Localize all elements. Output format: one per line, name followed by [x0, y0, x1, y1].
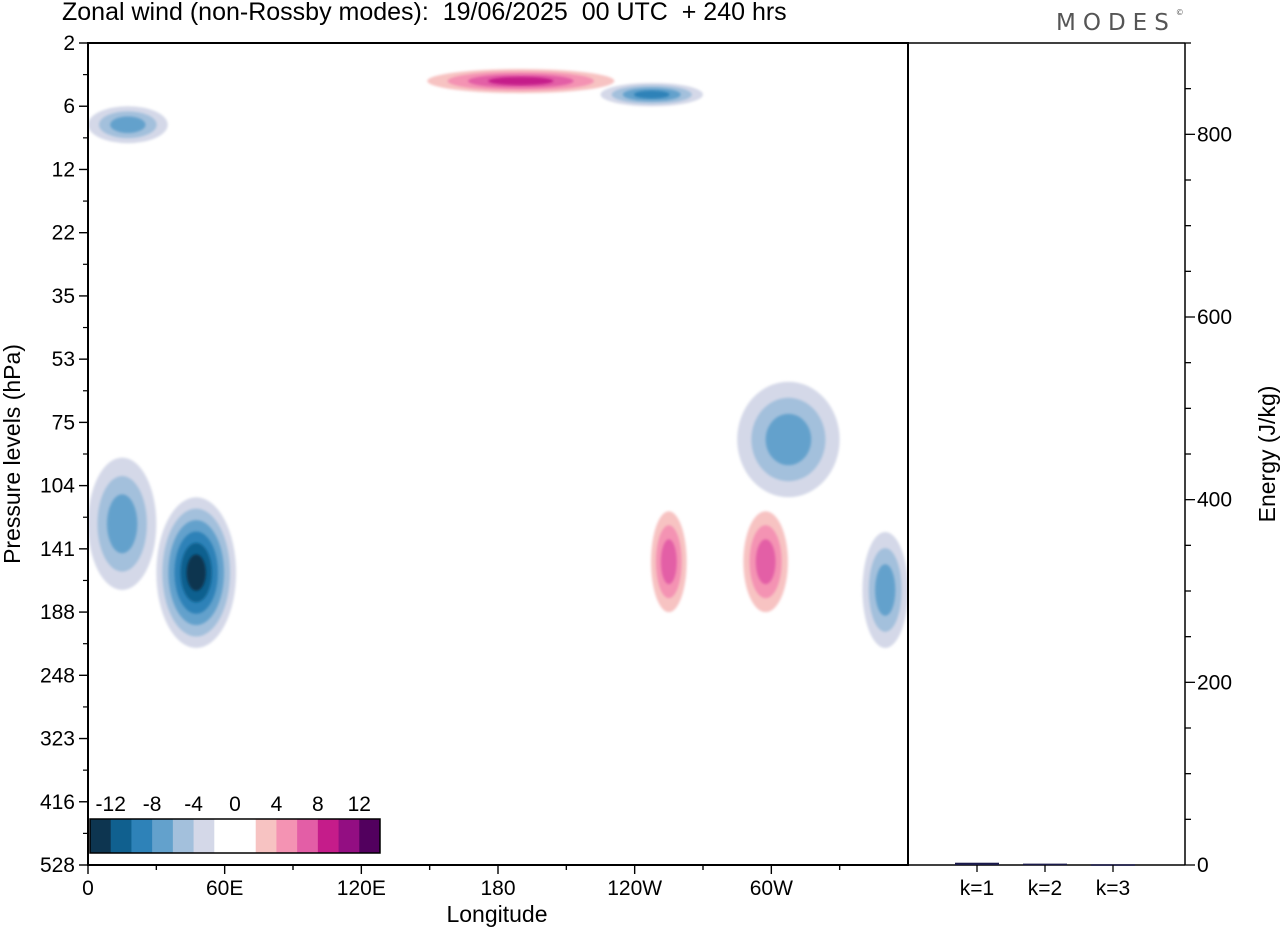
y-tick-label: 416	[40, 791, 75, 814]
y-tick-label: 35	[52, 285, 75, 308]
y-tick-label: 2	[63, 32, 75, 55]
heatmap-cell-positive-cell-60W	[737, 497, 795, 627]
contour-lower-positive-center-0	[395, 531, 544, 705]
colorbar-swatch	[193, 819, 215, 853]
y-tick-label: 323	[40, 728, 75, 751]
colorbar-label: -4	[184, 793, 203, 816]
energy-axis: 0 200 400 600 800	[1185, 42, 1232, 877]
colorbar-label: 4	[271, 793, 283, 816]
colorbar-swatch	[110, 819, 132, 853]
colorbar-label: -8	[143, 793, 162, 816]
energy-tick-label: 800	[1197, 123, 1232, 146]
energy-tick-label: 400	[1197, 489, 1232, 512]
bar-category-label: k=2	[1028, 877, 1062, 900]
colorbar-label: 0	[229, 793, 241, 816]
colorbar-label: -12	[96, 793, 126, 816]
y-tick-label: 188	[40, 601, 75, 624]
energy-bar-k=2	[1023, 863, 1067, 866]
y-tick-label: 12	[52, 158, 75, 181]
x-tick-label: 120W	[607, 877, 662, 900]
bar-category-label: k=3	[1096, 877, 1130, 900]
energy-tick-label: 200	[1197, 671, 1232, 694]
colorbar-swatch	[214, 819, 236, 853]
energy-bar-k=1	[955, 862, 999, 865]
contour-lower-negative-edge-2	[106, 494, 138, 554]
colorbar-frame	[89, 818, 381, 854]
x-tick-label: 120E	[337, 877, 386, 900]
y-tick-label: 141	[40, 538, 75, 561]
x-axis-title: Longitude	[446, 901, 547, 927]
contour-positive-cell-120W-3	[660, 539, 677, 585]
colorbar: -12 -8 -4 0 4 8 12	[89, 793, 381, 854]
y-tick-label: 22	[52, 222, 75, 245]
energy-tick-label: 0	[1197, 854, 1209, 877]
contour-lower-negative-core-5	[186, 554, 206, 591]
colorbar-swatch	[172, 819, 195, 853]
colorbar-label: 8	[312, 793, 324, 816]
bar-category-label: k=1	[960, 877, 994, 900]
contour-upper-negative-west-2	[110, 116, 146, 133]
brand-name: MODES	[1056, 10, 1176, 36]
heatmap-cell-lower-negative-edge	[88, 457, 157, 590]
y-axis: 2 6 12 22 35 53 75 104 141 188 248 323 416 528	[40, 32, 88, 877]
heatmap-field	[88, 66, 908, 705]
energy-axis-title: Energy (J/kg)	[1254, 386, 1280, 523]
contour-positive-cell-60W-3	[755, 539, 776, 585]
colorbar-swatch	[255, 819, 277, 853]
contour-jet-stratosphere-positive-4	[488, 76, 554, 86]
chart-title: Zonal wind (non-Rossby modes): 19/06/202…	[62, 0, 787, 26]
colorbar-swatch	[235, 819, 257, 853]
contour-negative-east-edge-2	[875, 564, 896, 616]
energy-tick-label: 600	[1197, 306, 1232, 329]
heatmap-cell-negative-east-edge	[862, 531, 908, 648]
colorbar-swatch	[90, 819, 112, 853]
heatmap-cell-upper-negative-west	[88, 106, 168, 144]
heatmap-cell-lower-positive-center	[395, 531, 544, 705]
colorbar-swatch	[297, 819, 319, 853]
x-tick-label: 60W	[750, 877, 793, 900]
colorbar-label: 12	[348, 793, 371, 816]
bar-panel-frame	[908, 42, 1186, 866]
x-tick-label: 180	[480, 877, 515, 900]
colorbar-swatch	[317, 819, 340, 853]
x-tick-label: 60E	[206, 877, 243, 900]
y-tick-label: 528	[40, 854, 75, 877]
heatmap-cell-jet-stratosphere-positive	[406, 66, 635, 96]
y-tick-label: 6	[63, 95, 75, 118]
colorbar-swatch	[338, 819, 360, 853]
y-axis-title: Pressure levels (hPa)	[0, 344, 25, 564]
y-tick-label: 104	[40, 475, 75, 498]
contour-negative-band-60W-2	[765, 413, 812, 466]
brand-mark: ©	[1175, 8, 1184, 17]
colorbar-swatch	[359, 819, 381, 853]
heatmap-cell-jet-stratosphere-negative	[600, 82, 703, 107]
brand-logo: MODES©	[1056, 8, 1184, 36]
colorbar-swatch	[131, 819, 153, 853]
colorbar-swatch	[152, 819, 174, 853]
x-tick-label: 0	[82, 877, 94, 900]
contour-jet-stratosphere-negative-3	[633, 90, 670, 99]
heatmap-cell-negative-band-60W	[737, 381, 840, 498]
energy-bars: k=1 k=2 k=3	[955, 862, 1135, 900]
heatmap-cell-positive-cell-120W	[646, 497, 692, 627]
heatmap-cell-lower-negative-core	[156, 497, 237, 648]
y-tick-label: 75	[52, 411, 75, 434]
y-tick-label: 53	[52, 348, 75, 371]
y-tick-label: 248	[40, 664, 75, 687]
colorbar-swatch	[276, 819, 298, 853]
x-axis: 0 60E 120E 180 120W 60W	[82, 865, 841, 900]
